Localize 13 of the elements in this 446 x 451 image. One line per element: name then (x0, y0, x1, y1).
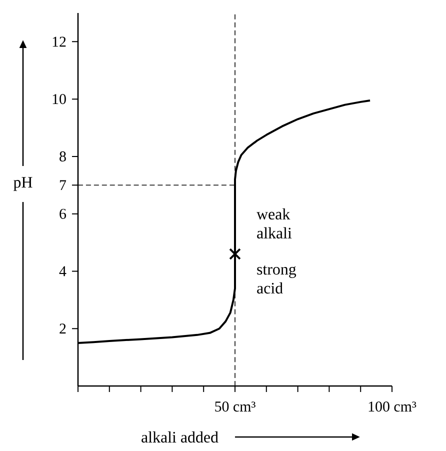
x-axis-title: alkali added (142, 431, 218, 443)
x-tick-label: 50 cm³ (215, 402, 256, 412)
annotation: strong acid (257, 266, 296, 294)
y-tick-label: 2 (60, 324, 66, 334)
y-axis-title: pH (14, 177, 32, 191)
y-tick-label: 4 (59, 266, 66, 276)
y-tick-label: 8 (60, 151, 66, 162)
annotation: weak alkali (256, 208, 292, 238)
y-tick-label: 10 (52, 94, 66, 104)
x-tick-label: 100 cm³ (368, 402, 416, 412)
y-tick-label: 7 (60, 180, 66, 190)
y-tick-label: 6 (60, 208, 66, 219)
y-tick-label: 12 (52, 36, 66, 47)
